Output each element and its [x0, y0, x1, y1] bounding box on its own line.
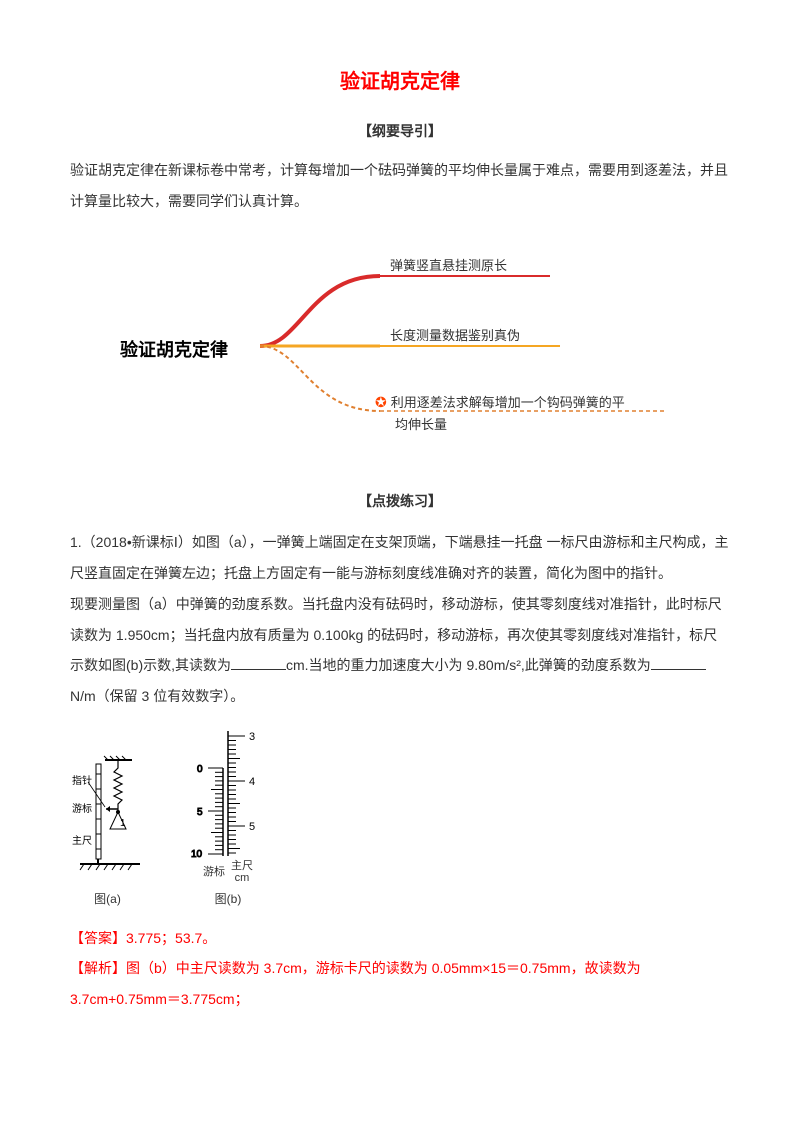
svg-text:1: 1 [120, 818, 126, 829]
page-title: 验证胡克定律 [70, 60, 730, 104]
svg-text:0: 0 [197, 764, 203, 775]
main-ruler-label-b: 主尺cm [231, 860, 253, 884]
vernier-label-b: 游标 [203, 860, 225, 884]
answer-block: 【答案】3.775；53.7。 [70, 923, 730, 954]
blank-2 [651, 656, 706, 670]
figures-row: 指针 游标 主尺 1 图(a) 3 4 5 [70, 726, 730, 913]
problem-p1: 1.（2018•新课标Ⅰ）如图（a），一弹簧上端固定在支架顶端，下端悬挂一托盘 … [70, 527, 730, 589]
figure-a: 指针 游标 主尺 1 图(a) [70, 754, 145, 912]
mindmap-main-label: 验证胡克定律 [120, 331, 228, 371]
fig-b-caption: 图(b) [215, 886, 242, 912]
svg-text:10: 10 [191, 849, 203, 860]
svg-text:5: 5 [249, 821, 255, 833]
svg-text:3: 3 [249, 731, 255, 743]
svg-text:4: 4 [249, 776, 255, 788]
fig-a-caption: 图(a) [94, 886, 121, 912]
fig-b-axis-labels: 游标 主尺cm [203, 860, 253, 884]
problem-block: 1.（2018•新课标Ⅰ）如图（a），一弹簧上端固定在支架顶端，下端悬挂一托盘 … [70, 527, 730, 712]
answer-text1: 3.775；53.7。 [126, 930, 216, 946]
figure-b-svg: 3 4 5 0 5 [173, 726, 283, 866]
intro-text: 验证胡克定律在新课标卷中常考，计算每增加一个砝码弹簧的平均伸长量属于难点，需要用… [70, 155, 730, 217]
analysis-label: 【解析】 [70, 960, 126, 976]
label-pointer: 指针 [72, 774, 92, 787]
analysis-text: 图（b）中主尺读数为 3.7cm，游标卡尺的读数为 0.05mm×15＝0.75… [70, 960, 641, 1007]
figure-a-svg: 指针 游标 主尺 1 [70, 754, 145, 884]
figure-b: 3 4 5 0 5 [173, 726, 283, 913]
star-icon: ✪ [375, 394, 387, 410]
svg-text:5: 5 [197, 807, 203, 818]
label-main-ruler: 主尺 [72, 835, 92, 847]
answer-label: 【答案】 [70, 930, 126, 946]
branch3-text: 利用逐差法求解每增加一个钩码弹簧的平 [391, 395, 625, 410]
mindmap-branch3b: 均伸长量 [395, 411, 447, 440]
p2b: cm.当地的重力加速度大小为 9.80m/s²,此弹簧的劲度系数为 [286, 657, 651, 673]
practice-header: 【点拨练习】 [70, 486, 730, 517]
outline-header: 【纲要导引】 [70, 116, 730, 147]
label-vernier: 游标 [72, 802, 92, 815]
problem-p2: 现要测量图（a）中弹簧的劲度系数。当托盘内没有砝码时，移动游标，使其零刻度线对准… [70, 589, 730, 712]
analysis-block: 【解析】图（b）中主尺读数为 3.7cm，游标卡尺的读数为 0.05mm×15＝… [70, 953, 730, 1015]
p2c: N/m（保留 3 位有效数字）。 [70, 688, 244, 704]
mindmap-diagram: 验证胡克定律 弹簧竖直悬挂测原长 长度测量数据鉴别真伪 ✪ 利用逐差法求解每增加一… [120, 236, 680, 456]
mindmap-branch1: 弹簧竖直悬挂测原长 [390, 252, 507, 281]
mindmap-branch2: 长度测量数据鉴别真伪 [390, 322, 520, 351]
blank-1 [231, 656, 286, 670]
